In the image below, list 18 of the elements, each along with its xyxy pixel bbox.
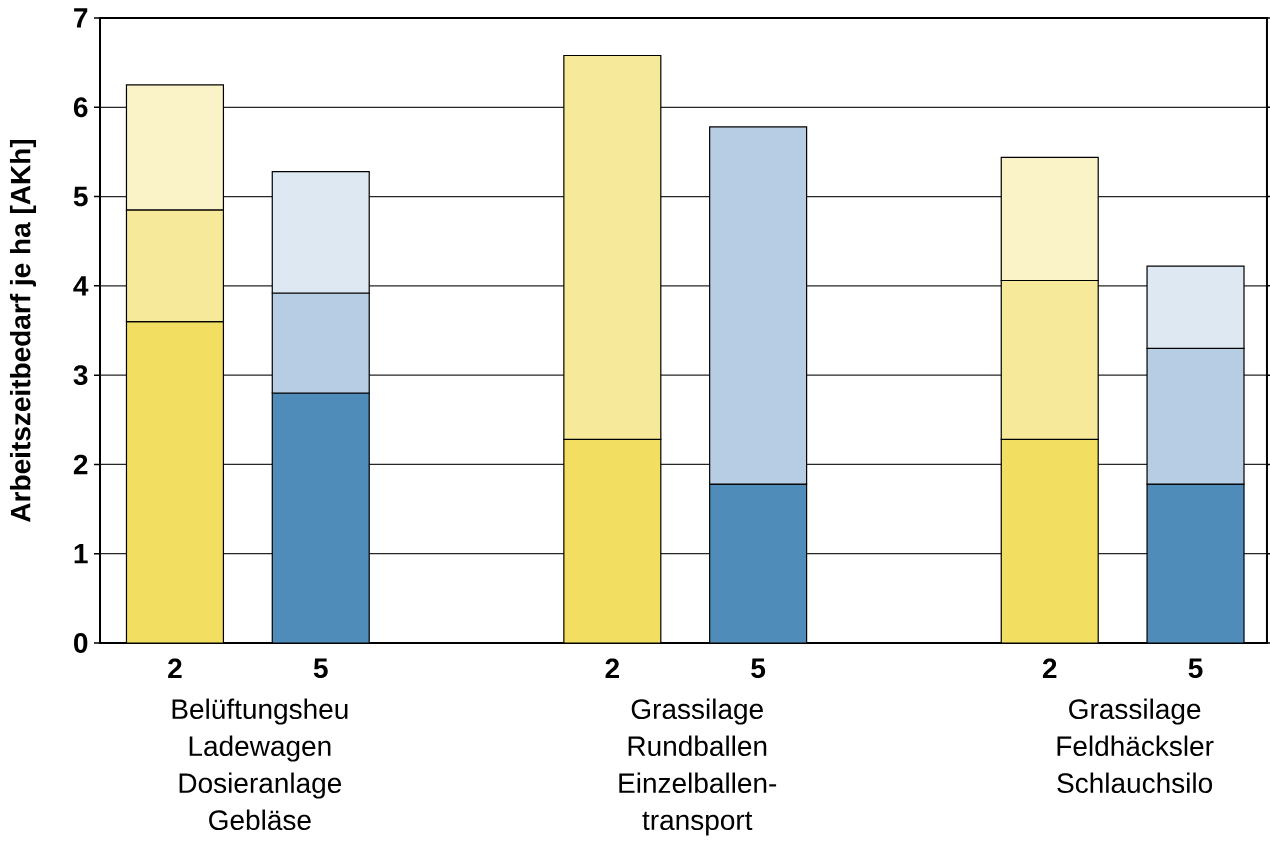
y-tick-label: 5 <box>73 186 88 207</box>
y-tick-label: 7 <box>74 8 88 28</box>
y-tick-label: 0 <box>74 633 88 653</box>
y-axis-title: Arbeitszeitbedarf je ha [AKh] <box>9 139 37 522</box>
text: Grassilage Rundballen Einzelballen-transport <box>619 698 777 836</box>
x-tick-label: 2 <box>168 658 182 679</box>
x-tick-label: 5 <box>1188 658 1203 679</box>
y-tick-label: 3 <box>73 365 88 386</box>
x-tick-label: 5 <box>751 658 766 679</box>
text: Grassilage Feldhäcksler Schlauchsilo <box>1057 698 1214 794</box>
y-tick-label: 2 <box>73 454 88 475</box>
x-tick-label: 5 <box>313 658 328 679</box>
x-tick-label: 2 <box>1042 658 1057 679</box>
y-tick-label: 6 <box>73 97 88 118</box>
y-tick-label: 4 <box>73 276 89 296</box>
x-tick-label: 2 <box>605 658 619 679</box>
text: Belüftungsheu Ladewagen Dosieranlage Gebläse <box>172 698 348 831</box>
y-tick-label: 1 <box>74 544 88 564</box>
